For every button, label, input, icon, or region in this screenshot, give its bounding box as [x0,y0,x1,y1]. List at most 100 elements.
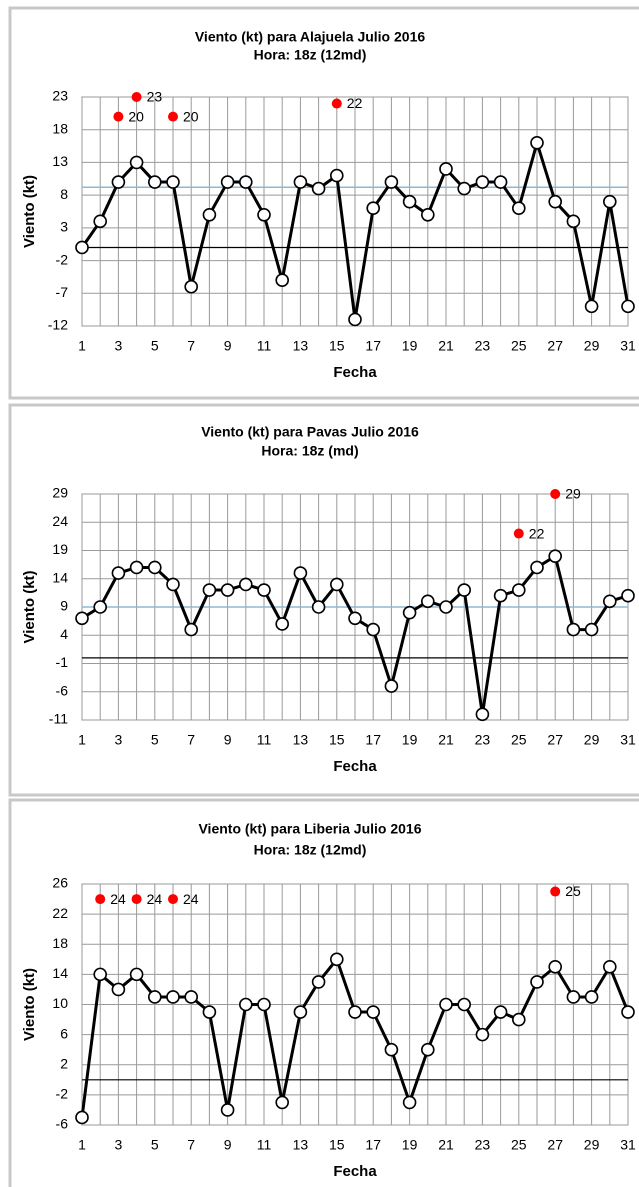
gust-point [131,92,142,102]
wind-marker [129,155,144,170]
x-tick-label: 1 [78,1137,86,1153]
wind-marker [129,560,144,575]
gust-label: 24 [110,891,126,907]
chart-title: Viento (kt) para Alajuela Julio 2016 [195,29,426,45]
wind-marker [366,622,381,637]
y-tick-label: 3 [60,219,68,235]
chart-title: Viento (kt) para Pavas Julio 2016 [201,424,419,440]
x-tick-label: 9 [224,338,232,354]
wind-marker [111,566,126,580]
wind-marker [239,577,253,592]
gust-point [550,489,561,499]
y-tick-label: 8 [60,186,68,202]
x-tick-label: 17 [365,338,381,354]
y-tick-label: -6 [56,682,69,698]
y-tick-label: 24 [52,513,68,529]
x-tick-label: 7 [187,732,195,748]
x-tick-label: 25 [511,1137,527,1153]
x-tick-label: 29 [584,1137,600,1153]
x-tick-label: 11 [257,732,272,748]
wind-marker [584,990,599,1004]
wind-marker [420,1042,435,1057]
y-tick-label: -11 [49,711,68,727]
wind-marker [129,967,144,982]
gust-point [131,894,142,905]
x-axis-label: Fecha [333,364,377,381]
y-tick-label: 14 [52,965,68,981]
wind-marker [475,175,490,189]
wind-marker [439,162,453,176]
y-tick-label: 9 [60,598,68,614]
x-tick-label: 31 [620,338,636,354]
wind-marker [621,299,635,314]
wind-marker [75,1110,89,1125]
x-tick-label: 1 [78,732,86,748]
wind-marker [275,1095,290,1110]
wind-marker [548,194,563,209]
wind-marker [148,560,162,575]
wind-marker [202,583,217,597]
x-tick-label: 5 [151,1137,159,1153]
x-tick-label: 23 [475,1137,491,1153]
y-tick-label: 6 [60,1025,68,1041]
wind-marker [621,1005,635,1019]
x-tick-label: 27 [547,1137,563,1153]
y-tick-label: 19 [52,541,68,557]
wind-marker [75,611,89,626]
x-tick-label: 27 [547,732,563,748]
y-tick-label: 4 [60,626,68,642]
wind-marker [511,583,526,597]
wind-marker [475,707,490,722]
wind-marker [566,214,581,229]
wind-marker [439,997,453,1012]
wind-marker [420,594,435,609]
y-tick-label: 18 [52,120,68,136]
y-axis-label: Viento (kt) [21,175,38,248]
wind-marker [166,175,180,189]
y-tick-label: -6 [56,1116,69,1132]
y-tick-label: 22 [52,905,68,921]
x-tick-label: 13 [293,732,309,748]
wind-marker [293,566,308,580]
x-tick-label: 21 [438,338,454,354]
chart-title: Viento (kt) para Liberia Julio 2016 [198,821,421,837]
y-tick-label: 26 [52,875,68,891]
x-tick-label: 29 [584,338,600,354]
wind-marker [148,175,162,189]
x-tick-label: 7 [187,338,195,354]
gust-label: 23 [147,89,163,105]
y-tick-label: 14 [52,569,68,585]
wind-marker [111,982,126,997]
wind-marker [602,594,617,609]
wind-marker [584,622,599,637]
y-tick-label: -2 [56,251,69,267]
wind-marker [402,1095,417,1110]
x-tick-label: 15 [329,732,345,748]
y-axis-label: Viento (kt) [21,570,38,643]
x-tick-label: 11 [257,338,272,354]
wind-marker [420,207,435,222]
wind-marker [329,168,344,183]
wind-marker [93,967,107,982]
x-tick-label: 3 [115,732,123,748]
wind-marker [329,577,344,592]
gust-point [168,111,178,122]
gust-label: 20 [128,108,144,124]
y-tick-label: -1 [56,654,69,670]
x-tick-label: 3 [115,1137,123,1153]
gust-point [168,894,178,905]
wind-marker [311,600,326,614]
chart-panel: Viento (kt) para Liberia Julio 2016 Hora:… [8,798,639,1187]
x-tick-label: 17 [365,732,381,748]
wind-marker [293,1005,308,1019]
wind-marker [402,605,417,620]
wind-marker [566,990,581,1004]
x-tick-label: 1 [78,338,86,354]
wind-marker [220,583,235,597]
wind-marker [475,1027,490,1042]
x-tick-label: 15 [329,1137,345,1153]
wind-marker [184,279,198,294]
wind-marker [311,975,326,989]
wind-marker [184,990,198,1004]
wind-marker [621,588,635,603]
